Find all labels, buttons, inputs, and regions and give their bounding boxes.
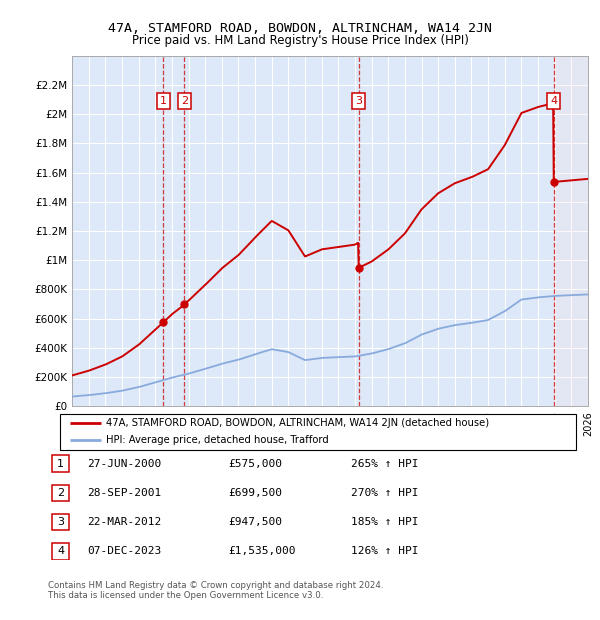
Text: 27-JUN-2000: 27-JUN-2000: [87, 459, 161, 469]
Text: 185% ↑ HPI: 185% ↑ HPI: [351, 517, 419, 527]
Bar: [554, 56, 588, 406]
Text: 07-DEC-2023: 07-DEC-2023: [87, 546, 161, 556]
Text: 22-MAR-2012: 22-MAR-2012: [87, 517, 161, 527]
Text: £1,535,000: £1,535,000: [228, 546, 296, 556]
Text: 28-SEP-2001: 28-SEP-2001: [87, 488, 161, 498]
Text: £699,500: £699,500: [228, 488, 282, 498]
Text: Price paid vs. HM Land Registry's House Price Index (HPI): Price paid vs. HM Land Registry's House …: [131, 34, 469, 47]
Text: 4: 4: [550, 96, 557, 106]
Text: 2: 2: [181, 96, 188, 106]
Text: £947,500: £947,500: [228, 517, 282, 527]
Text: This data is licensed under the Open Government Licence v3.0.: This data is licensed under the Open Gov…: [48, 591, 323, 600]
Text: 1: 1: [57, 459, 64, 469]
Text: 1: 1: [160, 96, 167, 106]
Text: 47A, STAMFORD ROAD, BOWDON, ALTRINCHAM, WA14 2JN: 47A, STAMFORD ROAD, BOWDON, ALTRINCHAM, …: [108, 22, 492, 35]
Text: 4: 4: [57, 546, 64, 556]
Text: 270% ↑ HPI: 270% ↑ HPI: [351, 488, 419, 498]
Text: 2: 2: [57, 488, 64, 498]
Text: 3: 3: [355, 96, 362, 106]
Text: 126% ↑ HPI: 126% ↑ HPI: [351, 546, 419, 556]
Text: HPI: Average price, detached house, Trafford: HPI: Average price, detached house, Traf…: [106, 435, 329, 445]
Text: 47A, STAMFORD ROAD, BOWDON, ALTRINCHAM, WA14 2JN (detached house): 47A, STAMFORD ROAD, BOWDON, ALTRINCHAM, …: [106, 418, 490, 428]
Text: £575,000: £575,000: [228, 459, 282, 469]
Text: 3: 3: [57, 517, 64, 527]
Text: Contains HM Land Registry data © Crown copyright and database right 2024.: Contains HM Land Registry data © Crown c…: [48, 581, 383, 590]
Text: 265% ↑ HPI: 265% ↑ HPI: [351, 459, 419, 469]
